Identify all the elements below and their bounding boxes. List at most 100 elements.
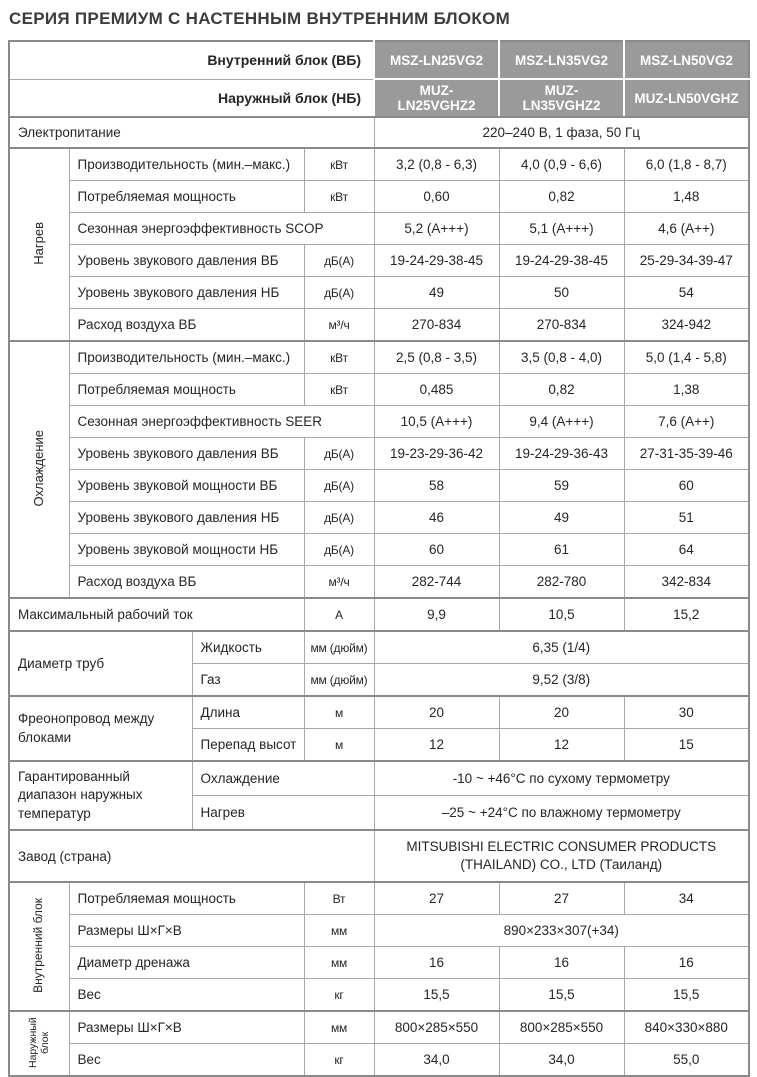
- value-cell: 9,4 (A+++): [498, 405, 625, 438]
- value-cell: 1,48: [623, 180, 750, 213]
- unit-cell: м³/ч: [303, 308, 375, 342]
- value-cell: 25-29-34-39-47: [623, 244, 750, 277]
- value-cell: 61: [498, 533, 625, 566]
- cooling-row-spl-indoor: Уровень звукового давления ВБ дБ(А) 19-2…: [9, 437, 750, 470]
- value-cell: 0,485: [373, 373, 500, 406]
- factory-row: Завод (страна) MITSUBISHI ELECTRIC CONSU…: [8, 829, 750, 883]
- value-cell: 54: [623, 276, 750, 309]
- unit-cell: дБ(А): [303, 501, 375, 534]
- value-cell: 5,0 (1,4 - 5,8): [623, 340, 750, 374]
- outdoor-model-2: MUZ-LN35VGHZ2: [498, 78, 625, 118]
- value-cell: 16: [498, 946, 625, 979]
- param-label: Уровень звукового давления НБ: [68, 501, 305, 534]
- indoor-model-1: MSZ-LN25VG2: [373, 40, 500, 80]
- indoor-unit-header-label: Внутренний блок (ВБ): [8, 40, 375, 80]
- param-label: Потребляемая мощность: [68, 881, 305, 915]
- value-cell: 890×233×307(+34): [373, 914, 750, 947]
- unit-cell: дБ(А): [303, 533, 375, 566]
- param-label: Уровень звуковой мощности НБ: [68, 533, 305, 566]
- spec-table: Внутренний блок (ВБ) MSZ-LN25VG2 MSZ-LN3…: [8, 40, 750, 1077]
- value-cell: 59: [498, 469, 625, 502]
- temp-range-label: Гарантированный диапазон наружных темпер…: [8, 760, 193, 831]
- value-cell: 50: [498, 276, 625, 309]
- param-label: Производительность (мин.–макс.): [68, 147, 305, 181]
- heating-row-capacity: Нагрев Производительность (мин.–макс.) к…: [8, 147, 750, 342]
- value-cell: 30: [623, 695, 750, 729]
- value-cell: 270-834: [373, 308, 500, 342]
- sub-label: Жидкость: [191, 630, 305, 664]
- indoor-row-dimensions: Размеры Ш×Г×В мм 890×233×307(+34): [9, 914, 750, 947]
- param-label: Расход воздуха ВБ: [68, 565, 305, 599]
- value-cell: 2,5 (0,8 - 3,5): [373, 340, 500, 374]
- unit-cell: дБ(А): [303, 469, 375, 502]
- refrigerant-line-row-length: Фреонопровод между блоками Длина м 20 20…: [8, 695, 750, 762]
- value-cell: 282-744: [373, 565, 500, 599]
- value-cell: 10,5: [498, 597, 625, 632]
- unit-cell: кВт: [303, 147, 375, 181]
- unit-cell: Вт: [303, 881, 375, 915]
- indoor-model-3: MSZ-LN50VG2: [623, 40, 750, 80]
- value-cell: 15,2: [623, 597, 750, 632]
- indoor-model-2: MSZ-LN35VG2: [498, 40, 625, 80]
- value-cell: 60: [373, 533, 500, 566]
- value-cell: 800×285×550: [498, 1010, 625, 1044]
- value-cell: 9,52 (3/8): [373, 663, 750, 697]
- heating-row-power-input: Потребляемая мощность кВт 0,60 0,82 1,48: [9, 180, 750, 213]
- unit-cell: кВт: [303, 180, 375, 213]
- value-cell: 58: [373, 469, 500, 502]
- temp-range-row-heating: Нагрев –25 ~ +24°C по влажному термометр…: [9, 795, 750, 831]
- cooling-row-airflow: Расход воздуха ВБ м³/ч 282-744 282-780 3…: [9, 565, 750, 599]
- value-cell: 5,1 (A+++): [498, 212, 625, 245]
- cooling-row-spl-outdoor: Уровень звукового давления НБ дБ(А) 46 4…: [9, 501, 750, 534]
- value-cell: 282-780: [498, 565, 625, 599]
- value-cell: –25 ~ +24°C по влажному термометру: [373, 795, 750, 831]
- unit-cell: дБ(А): [303, 244, 375, 277]
- param-label: Уровень звукового давления ВБ: [68, 437, 305, 470]
- param-label: Потребляемая мощность: [68, 373, 305, 406]
- sub-label: Нагрев: [191, 795, 375, 831]
- power-supply-row: Электропитание 220–240 В, 1 фаза, 50 Гц: [8, 116, 750, 149]
- value-cell: 15,5: [373, 978, 500, 1012]
- value-cell: 27: [373, 881, 500, 915]
- value-cell: 49: [373, 276, 500, 309]
- unit-cell: мм: [303, 1010, 375, 1044]
- unit-cell: мм (дюйм): [303, 663, 375, 697]
- value-cell: 19-24-29-38-45: [498, 244, 625, 277]
- value-cell: 19-23-29-36-42: [373, 437, 500, 470]
- outdoor-unit-header-label: Наружный блок (НБ): [8, 78, 375, 118]
- value-cell: 1,38: [623, 373, 750, 406]
- param-label: Размеры Ш×Г×В: [68, 1010, 305, 1044]
- outdoor-unit-section-label: Наружный блок: [8, 1010, 70, 1077]
- param-label: Размеры Ш×Г×В: [68, 914, 305, 947]
- value-cell: 51: [623, 501, 750, 534]
- indoor-unit-section-label: Внутренний блок: [8, 881, 70, 1012]
- value-cell: 5,2 (A+++): [373, 212, 500, 245]
- value-cell: 27: [498, 881, 625, 915]
- indoor-row-drain-diameter: Диаметр дренажа мм 16 16 16: [9, 946, 750, 979]
- cooling-row-swl-outdoor: Уровень звуковой мощности НБ дБ(А) 60 61…: [9, 533, 750, 566]
- unit-cell: мм (дюйм): [303, 630, 375, 664]
- value-cell: 800×285×550: [373, 1010, 500, 1044]
- page-title: СЕРИЯ ПРЕМИУМ С НАСТЕННЫМ ВНУТРЕННИМ БЛО…: [9, 9, 511, 28]
- unit-cell: кВт: [303, 373, 375, 406]
- unit-cell: мм: [303, 946, 375, 979]
- unit-cell: кВт: [303, 340, 375, 374]
- value-cell: 20: [498, 695, 625, 729]
- outdoor-row-weight: Вес кг 34,0 34,0 55,0: [9, 1043, 750, 1077]
- unit-cell: м: [303, 728, 375, 762]
- heating-section-label: Нагрев: [8, 147, 70, 342]
- param-label: Уровень звукового давления ВБ: [68, 244, 305, 277]
- factory-value: MITSUBISHI ELECTRIC CONSUMER PRODUCTS (T…: [373, 829, 750, 883]
- indoor-row-weight: Вес кг 15,5 15,5 15,5: [9, 978, 750, 1012]
- unit-cell: мм: [303, 914, 375, 947]
- max-current-row: Максимальный рабочий ток А 9,9 10,5 15,2: [8, 597, 750, 632]
- value-cell: 324-942: [623, 308, 750, 342]
- param-label: Потребляемая мощность: [68, 180, 305, 213]
- sub-label: Перепад высот: [191, 728, 305, 762]
- sub-label: Длина: [191, 695, 305, 729]
- refrigerant-line-row-height-diff: Перепад высот м 12 12 15: [9, 728, 750, 762]
- heating-row-spl-outdoor: Уровень звукового давления НБ дБ(А) 49 5…: [9, 276, 750, 309]
- refrigerant-line-label: Фреонопровод между блоками: [8, 695, 193, 762]
- pipe-diameter-row-liquid: Диаметр труб Жидкость мм (дюйм) 6,35 (1/…: [8, 630, 750, 697]
- param-label: Диаметр дренажа: [68, 946, 305, 979]
